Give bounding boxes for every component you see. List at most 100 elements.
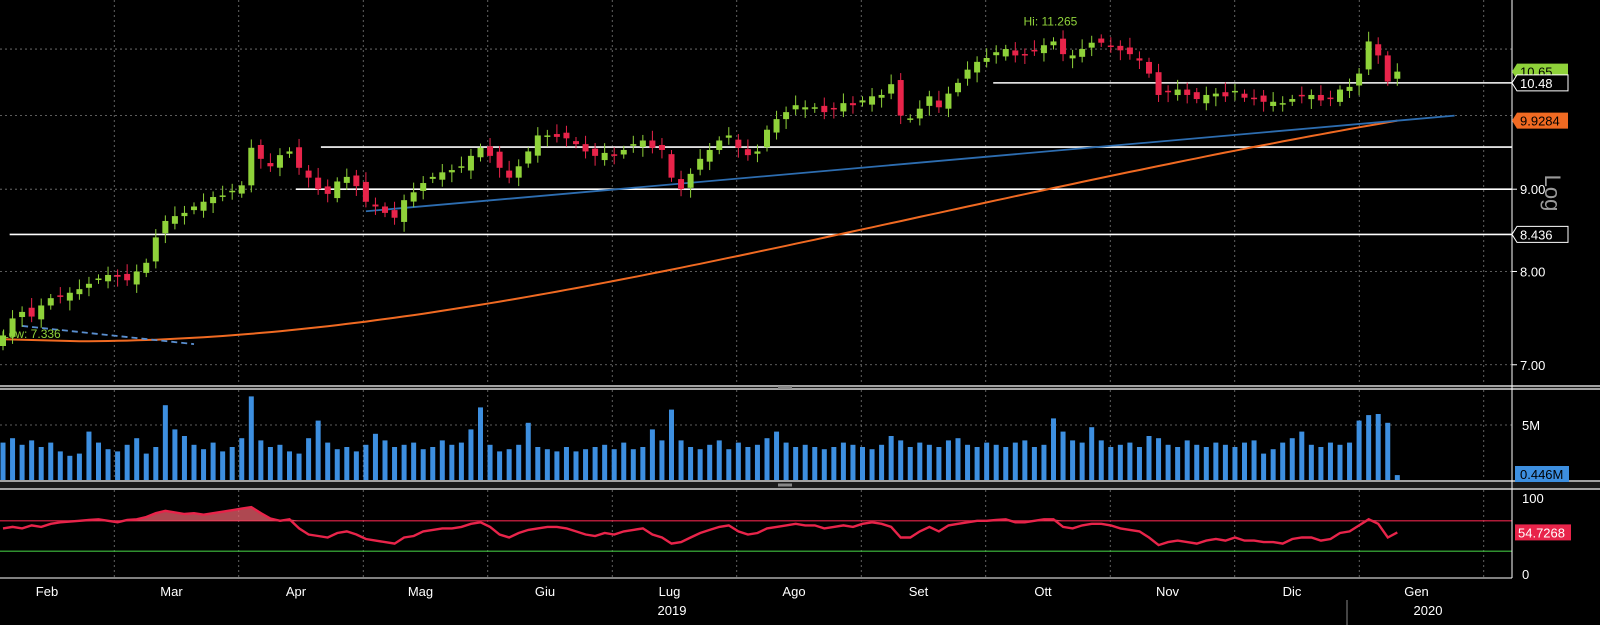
candle-down — [506, 170, 513, 178]
price-tag-box — [1511, 74, 1569, 92]
candle-up — [1346, 86, 1353, 91]
volume-bar — [86, 431, 92, 480]
volume-bar — [860, 447, 865, 480]
volume-bar — [1051, 418, 1056, 480]
candle-up — [783, 112, 790, 120]
volume-bar — [554, 451, 560, 480]
volume-bar — [1098, 440, 1104, 480]
volume-bar — [678, 440, 684, 480]
candle-down — [582, 144, 589, 152]
volume-bar — [353, 451, 359, 480]
volume-bar — [1261, 453, 1267, 480]
candle-down — [1146, 61, 1152, 74]
volume-bar — [1289, 438, 1295, 480]
volume-bar — [516, 444, 522, 480]
volume-bar — [506, 449, 512, 480]
candle-up — [401, 200, 408, 222]
candle-up — [687, 173, 694, 188]
candle-up — [219, 195, 226, 197]
candle-up — [534, 135, 541, 156]
volume-bar — [497, 451, 503, 480]
volume-bar — [917, 442, 923, 480]
candle-up — [1289, 99, 1296, 102]
candle-down — [649, 140, 656, 148]
candle-up — [706, 149, 713, 162]
volume-bar — [1136, 447, 1142, 480]
volume-bar — [1222, 444, 1228, 480]
volume-bar — [1165, 444, 1171, 480]
price-tag-text: 9.9284 — [1520, 114, 1560, 129]
volume-bar — [1394, 475, 1400, 480]
candle-down — [1117, 45, 1124, 51]
candle-down — [735, 139, 742, 148]
candle-up — [467, 155, 474, 171]
candle-up — [878, 94, 885, 98]
price-tick-label: 8.00 — [1520, 264, 1545, 279]
month-label: Feb — [36, 584, 58, 599]
volume-bar — [191, 444, 197, 480]
candle-up — [9, 318, 16, 337]
panel-separators — [0, 385, 1600, 490]
volume-bar — [181, 436, 187, 480]
volume-tag-text: 0.446M — [1520, 467, 1563, 482]
volume-bar — [850, 444, 856, 480]
volume-bar — [1156, 438, 1162, 480]
volume-bar — [478, 407, 483, 480]
volume-bar — [115, 451, 121, 480]
candle-up — [764, 129, 770, 148]
volume-bar — [248, 396, 254, 480]
volume-bar — [277, 444, 283, 480]
rsi-tag-box — [1515, 524, 1571, 541]
candle-down — [1012, 50, 1019, 56]
volume-bar — [1041, 444, 1047, 480]
candle-down — [353, 175, 360, 187]
volume-bar — [1175, 447, 1181, 480]
candle-up — [1050, 41, 1057, 46]
candle-up — [515, 166, 522, 178]
volume-bar — [649, 429, 655, 480]
candle-up — [420, 183, 427, 191]
volume-bar — [220, 451, 226, 480]
candle-down — [1155, 72, 1162, 95]
volume-bar — [697, 449, 703, 480]
candle-up — [200, 201, 207, 211]
volume-bar — [487, 444, 493, 480]
volume-bar — [1232, 447, 1238, 480]
candle-down — [1098, 38, 1105, 43]
candle-up — [229, 190, 236, 193]
candle-down — [114, 274, 121, 277]
volume-bar — [764, 438, 770, 480]
volume-bar — [134, 438, 140, 480]
candle-up — [993, 52, 1000, 56]
volume-bar — [420, 449, 426, 480]
volume-bar — [201, 449, 207, 480]
volume-bar — [669, 409, 674, 480]
candle-down — [897, 80, 904, 116]
candle-down — [1317, 94, 1324, 101]
candle-up — [697, 158, 704, 170]
candle-down — [1031, 49, 1038, 52]
candle-up — [276, 155, 283, 168]
volume-bar — [401, 444, 407, 480]
candle-down — [305, 170, 312, 178]
candle-up — [1079, 49, 1086, 57]
month-label: Ott — [1034, 584, 1052, 599]
candle-up — [181, 212, 188, 217]
candle-up — [105, 274, 112, 282]
candle-up — [1308, 94, 1315, 100]
volume-bar — [124, 444, 130, 480]
panel-separator — [0, 480, 1600, 490]
candle-down — [382, 206, 388, 213]
candle-down — [849, 103, 856, 106]
volume-bar — [0, 442, 6, 480]
candle-up — [477, 147, 484, 158]
rsi-tick-label: 100 — [1522, 491, 1544, 506]
candle-up — [955, 82, 961, 93]
price-tag: 9.9284 — [1512, 112, 1568, 129]
volume-bar — [19, 444, 25, 480]
candle-up — [1279, 103, 1286, 105]
volume-bar — [1270, 449, 1276, 480]
trend-line — [365, 114, 1455, 213]
volume-bar — [458, 442, 464, 480]
volume-panel — [0, 396, 1400, 480]
